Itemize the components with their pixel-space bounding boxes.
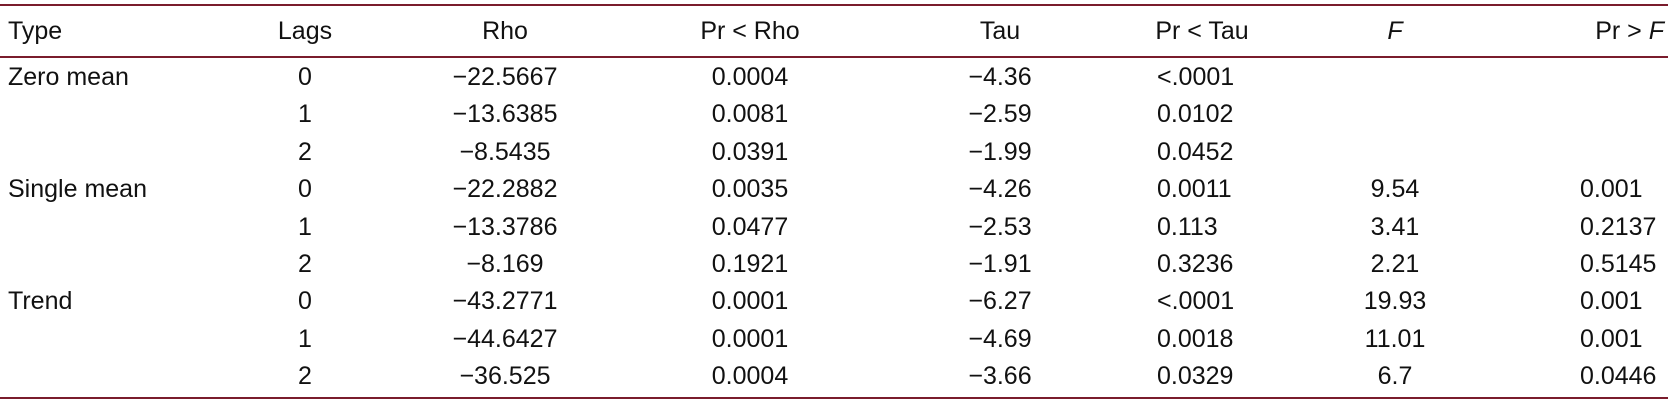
table-row: Trend 0 −43.2771 0.0001 −6.27 <.0001 19.93 0.00… — [0, 283, 1668, 320]
cell-tau: −4.26 — [968, 175, 1032, 204]
cell-tau: −1.99 — [968, 137, 1032, 166]
cell-lags: 0 — [298, 287, 312, 316]
table-header: Type Lags Rho Pr < Rho Tau Pr < Tau F Pr… — [0, 13, 1668, 50]
table-row: Single mean 0 −22.2882 0.0035 −4.26 0.0011 9.5… — [0, 171, 1668, 208]
cell-type: Trend — [8, 287, 73, 316]
cell-pr-f: 0.0446 — [1580, 362, 1657, 391]
table-row: Zero mean 0 −22.5667 0.0004 −4.36 <.0001 — [0, 59, 1668, 96]
cell-rho: −13.3786 — [452, 212, 558, 241]
cell-pr-rho: 0.0001 — [711, 324, 789, 353]
cell-pr-rho: 0.0001 — [711, 287, 789, 316]
table-row: 1 −13.3786 0.0477 −2.53 0.113 3.41 0.2137 — [0, 209, 1668, 246]
cell-type: Single mean — [8, 175, 147, 204]
cell-rho: −22.2882 — [452, 175, 558, 204]
header-f: F — [1387, 17, 1403, 45]
top-rule — [0, 4, 1668, 6]
cell-pr-rho: 0.0081 — [711, 100, 789, 129]
cell-pr-tau: 0.0329 — [1157, 362, 1234, 391]
cell-f: 3.41 — [1370, 212, 1420, 241]
cell-rho: −22.5667 — [452, 63, 558, 91]
cell-pr-tau: 0.0102 — [1157, 100, 1234, 129]
cell-pr-rho: 0.0035 — [711, 175, 789, 204]
cell-pr-f: 0.2137 — [1580, 212, 1657, 241]
header-rule — [0, 56, 1668, 58]
cell-f: 6.7 — [1377, 362, 1413, 391]
header-pr-f: Pr > F — [1595, 13, 1664, 50]
cell-f: 2.21 — [1370, 250, 1420, 278]
cell-rho: −44.6427 — [452, 324, 558, 353]
cell-lags: 2 — [298, 362, 312, 391]
cell-lags: 0 — [298, 175, 312, 204]
bottom-rule — [0, 397, 1668, 399]
header-lags: Lags — [277, 17, 333, 45]
cell-lags: 2 — [298, 250, 312, 278]
cell-f: 11.01 — [1364, 324, 1426, 353]
table-row: 2 −8.169 0.1921 −1.91 0.3236 2.21 0.5145 — [0, 246, 1668, 283]
cell-type: Zero mean — [8, 63, 129, 91]
header-type: Type — [8, 17, 63, 45]
cell-f: 9.54 — [1370, 175, 1420, 204]
cell-lags: 1 — [298, 100, 312, 129]
cell-pr-tau: 0.0018 — [1157, 324, 1234, 353]
table-row: 2 −8.5435 0.0391 −1.99 0.0452 — [0, 134, 1668, 171]
cell-tau: −4.36 — [968, 63, 1032, 91]
cell-rho: −36.525 — [459, 362, 551, 391]
cell-pr-rho: 0.0004 — [711, 362, 789, 391]
cell-pr-f: 0.5145 — [1580, 250, 1657, 278]
cell-pr-f: 0.001 — [1580, 324, 1643, 353]
cell-tau: −1.91 — [968, 250, 1032, 278]
cell-tau: −6.27 — [968, 287, 1032, 316]
cell-pr-tau: 0.0011 — [1157, 175, 1232, 204]
cell-pr-tau: 0.0452 — [1157, 137, 1234, 166]
header-pr-f-prefix: Pr > — [1595, 17, 1649, 45]
cell-pr-tau: 0.3236 — [1157, 250, 1234, 278]
cell-pr-f: 0.001 — [1580, 175, 1643, 204]
header-tau: Tau — [979, 17, 1021, 45]
header-rho: Rho — [482, 17, 528, 45]
cell-tau: −3.66 — [968, 362, 1032, 391]
cell-pr-f: 0.001 — [1580, 287, 1643, 316]
cell-lags: 2 — [298, 137, 312, 166]
cell-rho: −8.5435 — [459, 137, 551, 166]
table-row: 2 −36.525 0.0004 −3.66 0.0329 6.7 0.0446 — [0, 358, 1668, 395]
cell-lags: 1 — [298, 212, 312, 241]
header-pr-rho: Pr < Rho — [700, 17, 800, 45]
cell-tau: −2.53 — [968, 212, 1032, 241]
cell-tau: −2.59 — [968, 100, 1032, 129]
cell-pr-tau: 0.113 — [1157, 212, 1218, 241]
cell-lags: 1 — [298, 324, 312, 353]
cell-pr-rho: 0.0477 — [711, 212, 789, 241]
cell-pr-tau: <.0001 — [1157, 63, 1235, 91]
cell-pr-rho: 0.0004 — [711, 63, 789, 91]
table-row: 1 −13.6385 0.0081 −2.59 0.0102 — [0, 96, 1668, 133]
cell-f: 19.93 — [1363, 287, 1427, 316]
cell-rho: −8.169 — [466, 250, 544, 278]
cell-rho: −43.2771 — [452, 287, 558, 316]
header-pr-tau: Pr < Tau — [1155, 17, 1249, 45]
cell-tau: −4.69 — [968, 324, 1032, 353]
cell-lags: 0 — [298, 63, 312, 91]
cell-pr-tau: <.0001 — [1157, 287, 1235, 316]
table-row: 1 −44.6427 0.0001 −4.69 0.0018 11.01 0.001 — [0, 321, 1668, 358]
cell-pr-rho: 0.0391 — [711, 137, 789, 166]
cell-rho: −13.6385 — [452, 100, 558, 129]
header-pr-f-var: F — [1648, 17, 1664, 45]
cell-pr-rho: 0.1921 — [711, 250, 789, 278]
